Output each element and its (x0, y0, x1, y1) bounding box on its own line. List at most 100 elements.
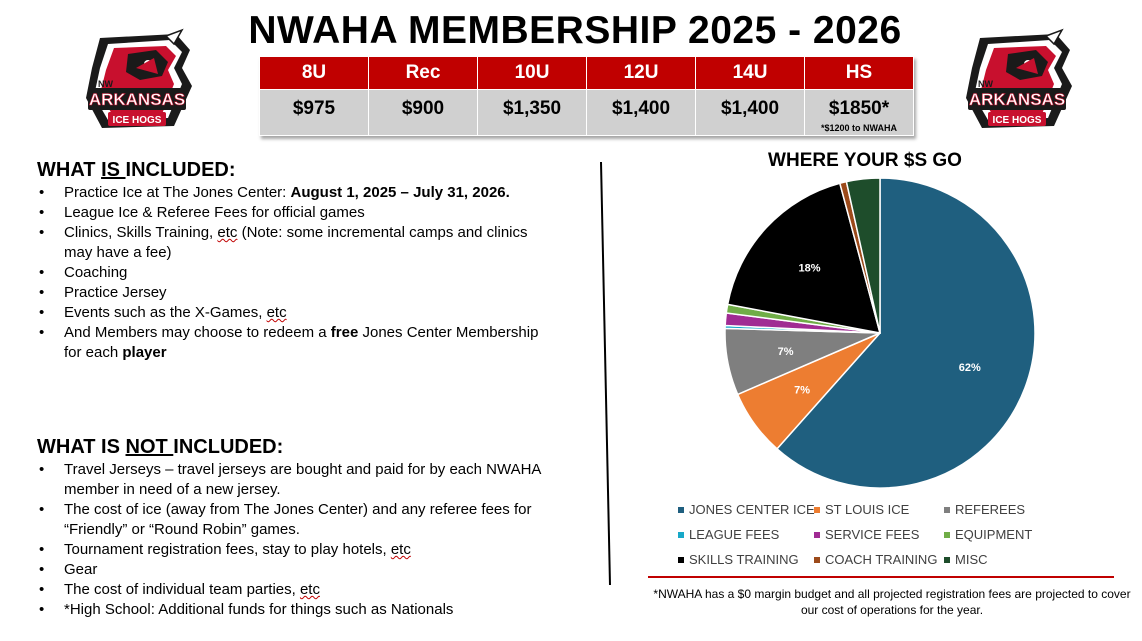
item-bold: August 1, 2025 – July 31, 2026. (290, 184, 510, 201)
list-item: Clinics, Skills Training, etc (Note: som… (37, 223, 557, 263)
pie-data-label: 7% (778, 346, 794, 358)
logo-nw-text: NW (978, 79, 993, 89)
not-included-list: Travel Jerseys – travel jerseys are boug… (37, 460, 582, 620)
legend-label: EQUIPMENT (955, 527, 1033, 542)
price-cell: $1,400 (695, 89, 805, 136)
price-cell: $900 (368, 89, 478, 136)
legend-label: SERVICE FEES (825, 527, 920, 542)
price-cell: $1,350 (477, 89, 587, 136)
list-item: And Members may choose to redeem a free … (37, 323, 557, 363)
legend-label: COACH TRAINING (825, 552, 938, 567)
pie-slice-skills-training (726, 182, 882, 334)
legend-item: ST LOUIS ICE (814, 501, 944, 518)
item-text: (Note: some incremental camps and clinic… (64, 224, 528, 261)
price-cell: $975 (259, 89, 369, 136)
heading-text: WHAT (37, 159, 102, 181)
price-cell: $1,400 (586, 89, 696, 136)
legend-item: MISC (944, 551, 1044, 568)
item-text: Coaching (64, 264, 128, 281)
item-bold: player (122, 344, 167, 361)
item-text: The cost of individual team parties, (64, 581, 300, 598)
item-text: Jones Center Membership for each (64, 324, 539, 361)
pie-slice-misc (845, 177, 881, 334)
item-text: Events such as the X-Games, (64, 304, 267, 321)
item-text: Tournament registration fees, stay to pl… (64, 541, 391, 558)
legend-label: ST LOUIS ICE (825, 502, 910, 517)
logo-nw-text: NW (98, 79, 113, 89)
heading-text: INCLUDED: (173, 436, 284, 458)
legend-item: EQUIPMENT (944, 526, 1044, 543)
footnote: *NWAHA has a $0 margin budget and all pr… (653, 587, 1131, 617)
ice-hogs-logo-right: NW ARKANSAS ICE HOGS (966, 28, 1072, 128)
list-item: League Ice & Referee Fees for official g… (37, 203, 557, 223)
legend-swatch (944, 556, 950, 563)
price-cell-hs: $1850* *$1200 to NWAHA (804, 89, 914, 136)
list-item: The cost of individual team parties, etc (37, 580, 582, 600)
legend-label: SKILLS TRAINING (689, 552, 799, 567)
item-text: *High School: Additional funds for thing… (64, 601, 454, 618)
hs-price: $1850* (828, 98, 890, 119)
chart-legend: JONES CENTER ICE ST LOUIS ICE REFEREES LEAG… (678, 501, 1048, 568)
legend-swatch (814, 506, 820, 513)
legend-swatch (944, 506, 950, 513)
item-text: Practice Jersey (64, 284, 167, 301)
pie-slice-jones-center-ice (775, 177, 1036, 489)
level-header: Rec (368, 56, 478, 90)
legend-swatch (678, 556, 684, 563)
item-etc: etc (217, 224, 238, 241)
pie-data-label: 62% (959, 362, 981, 374)
item-text: Practice Ice at The Jones Center: (64, 184, 291, 201)
legend-item: LEAGUE FEES (678, 526, 814, 543)
list-item: Coaching (37, 263, 557, 283)
item-text: Gear (64, 561, 98, 578)
heading-text: WHAT IS (37, 436, 126, 458)
pie-data-label: 18% (798, 263, 820, 275)
pricing-value-row: $975 $900 $1,350 $1,400 $1,400 $1850* *$… (259, 89, 914, 136)
legend-label: LEAGUE FEES (689, 527, 780, 542)
vertical-divider (600, 161, 611, 586)
legend-label: MISC (955, 552, 988, 567)
legend-swatch (678, 506, 684, 513)
pie-chart: 62% 7% 7% 18% (724, 177, 1036, 489)
legend-item: COACH TRAINING (814, 551, 944, 568)
level-header: 8U (259, 56, 369, 90)
pricing-header-row: 8U Rec 10U 12U 14U HS (259, 56, 914, 90)
list-item: The cost of ice (away from The Jones Cen… (37, 500, 582, 540)
item-etc: etc (266, 304, 287, 321)
logo-arkansas-text: ARKANSAS (89, 90, 185, 109)
included-list: Practice Ice at The Jones Center: August… (37, 183, 557, 363)
included-heading: WHAT IS INCLUDED: (37, 158, 236, 182)
list-item: Tournament registration fees, stay to pl… (37, 540, 582, 560)
heading-text: INCLUDED: (125, 159, 236, 181)
pie-data-label: 7% (794, 384, 810, 396)
item-etc: etc (390, 541, 411, 558)
level-header: 12U (586, 56, 696, 90)
list-item: Practice Ice at The Jones Center: August… (37, 183, 557, 203)
level-header: 14U (695, 56, 805, 90)
item-text: And Members may choose to redeem a (64, 324, 331, 341)
not-included-heading: WHAT IS NOT INCLUDED: (37, 435, 283, 459)
list-item: Gear (37, 560, 582, 580)
logo-arkansas-text: ARKANSAS (969, 90, 1065, 109)
list-item: *High School: Additional funds for thing… (37, 600, 582, 620)
item-text: League Ice & Referee Fees for official g… (64, 204, 365, 221)
pricing-table: 8U Rec 10U 12U 14U HS $975 $900 $1,350 $… (259, 56, 914, 136)
item-text: Travel Jerseys – travel jerseys are boug… (64, 461, 541, 498)
level-header: 10U (477, 56, 587, 90)
legend-swatch (678, 531, 684, 538)
ice-hogs-logo-left: NW ARKANSAS ICE HOGS (86, 28, 192, 128)
item-etc: etc (299, 581, 320, 598)
chart-title: WHERE YOUR $S GO (768, 150, 962, 171)
list-item: Travel Jerseys – travel jerseys are boug… (37, 460, 582, 500)
hs-price-note: *$1200 to NWAHA (820, 123, 898, 133)
item-text: The cost of ice (away from The Jones Cen… (64, 501, 532, 538)
level-header: HS (804, 56, 914, 90)
legend-item: JONES CENTER ICE (678, 501, 815, 518)
logo-icehogs-text: ICE HOGS (993, 115, 1042, 126)
list-item: Practice Jersey (37, 283, 557, 303)
legend-label: REFEREES (955, 502, 1026, 517)
list-item: Events such as the X-Games, etc (37, 303, 557, 323)
footnote-divider (648, 576, 1114, 578)
legend-swatch (944, 531, 950, 538)
legend-swatch (814, 531, 820, 538)
